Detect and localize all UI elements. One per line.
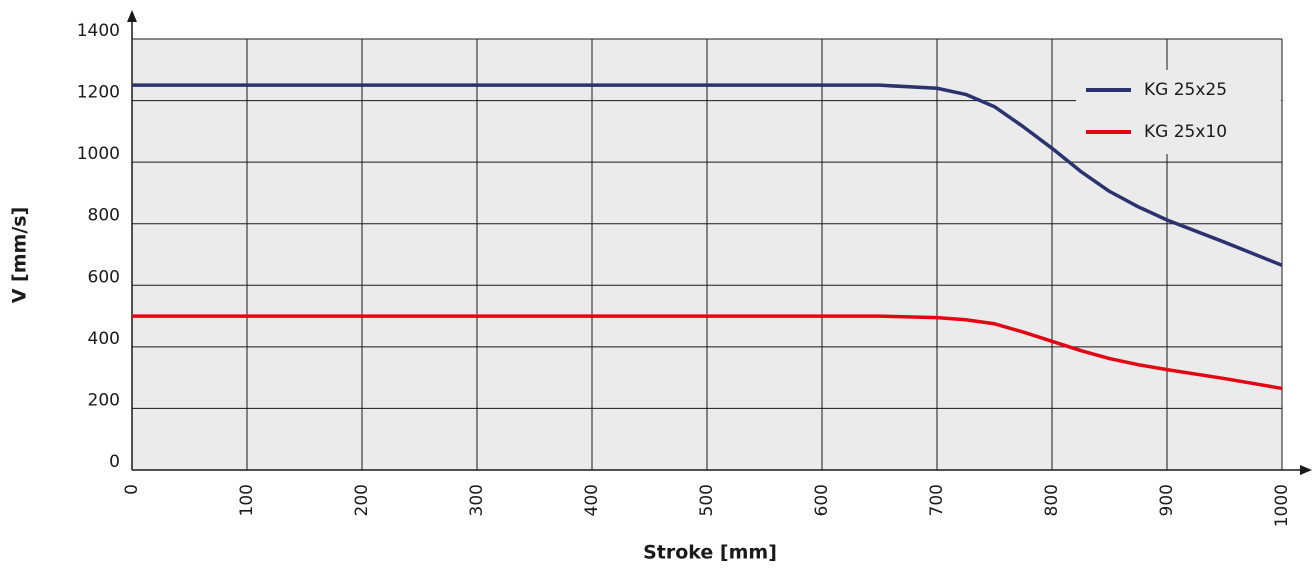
y-tick-label: 200 bbox=[88, 390, 120, 410]
y-tick-label: 600 bbox=[88, 267, 120, 287]
y-axis-arrow bbox=[127, 10, 137, 22]
x-tick-label: 0 bbox=[122, 484, 142, 495]
x-tick-label: 900 bbox=[1157, 484, 1177, 516]
x-tick-label: 300 bbox=[467, 484, 487, 516]
legend-box bbox=[1076, 70, 1281, 154]
x-axis-arrow bbox=[1300, 465, 1312, 475]
x-axis-label: Stroke [mm] bbox=[643, 542, 777, 564]
y-axis-label: V [mm/s] bbox=[9, 207, 31, 304]
x-tick-label: 500 bbox=[697, 484, 717, 516]
y-tick-label: 1400 bbox=[77, 21, 120, 41]
y-tick-label: 1000 bbox=[77, 144, 120, 164]
data-line bbox=[132, 314, 1283, 391]
x-tick-label: 800 bbox=[1042, 484, 1062, 516]
y-tick-label: 800 bbox=[88, 206, 120, 226]
y-tick-label: 400 bbox=[88, 329, 120, 349]
legend-label: KG 25x10 bbox=[1144, 122, 1227, 142]
x-tick-label: 200 bbox=[352, 484, 372, 516]
x-tick-label: 600 bbox=[812, 484, 832, 516]
legend-label: KG 25x25 bbox=[1144, 80, 1227, 100]
y-tick-label: 0 bbox=[109, 452, 120, 472]
x-tick-label: 100 bbox=[237, 484, 257, 516]
x-tick-label: 400 bbox=[582, 484, 602, 516]
x-tick-label: 700 bbox=[927, 484, 947, 516]
y-tick-label: 1200 bbox=[77, 83, 120, 103]
x-tick-label: 1000 bbox=[1272, 484, 1292, 527]
data-line bbox=[132, 83, 1283, 267]
